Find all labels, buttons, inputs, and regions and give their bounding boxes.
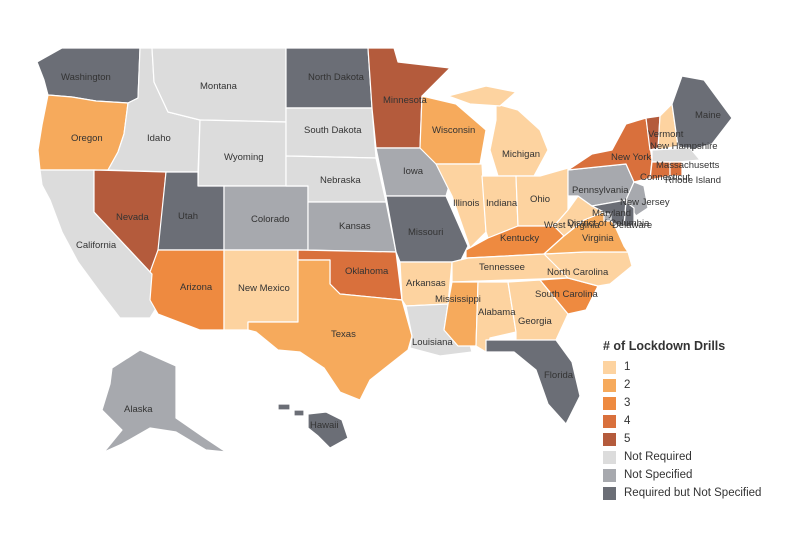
state-hawaii[interactable] [307,411,349,449]
label-mississippi: Mississippi [435,294,481,305]
label-louisiana: Louisiana [412,337,453,348]
label-tennessee: Tennessee [479,262,525,273]
state-district-of-columbia[interactable] [603,213,612,222]
label-maine: Maine [695,110,721,121]
legend-label-2: 2 [624,379,631,391]
legend-item-required-not-specified[interactable]: Required but Not Specified [603,484,793,502]
label-arizona: Arizona [180,282,213,293]
legend-label-5: 5 [624,433,631,445]
state-maine[interactable] [671,75,733,151]
label-kentucky: Kentucky [500,233,539,244]
label-nevada: Nevada [116,212,149,223]
label-arkansas: Arkansas [406,278,446,289]
legend-swatch-2 [603,378,616,392]
legend-items: 1 2 3 4 5 Not Required Not Specified Re [603,358,793,502]
label-illinois: Illinois [453,198,480,209]
legend-label-4: 4 [624,415,631,427]
legend-item-not-specified[interactable]: Not Specified [603,466,793,484]
label-north-dakota: North Dakota [308,72,365,83]
label-delaware: Delaware [612,220,652,231]
label-alaska: Alaska [124,404,153,415]
label-virginia: Virginia [582,233,614,244]
label-hawaii: Hawaii [310,420,339,431]
label-oklahoma: Oklahoma [345,266,389,277]
label-nebraska: Nebraska [320,175,361,186]
state-hawaii-islands[interactable] [277,403,305,417]
label-oregon: Oregon [71,133,103,144]
label-pennsylvania: Pennsylvania [572,185,629,196]
label-maryland: Maryland [592,208,631,219]
label-florida: Florida [544,370,574,381]
label-montana: Montana [200,81,238,92]
state-florida[interactable] [485,339,581,425]
label-georgia: Georgia [518,316,553,327]
label-new-york: New York [611,152,651,163]
state-michigan-up[interactable] [447,85,517,107]
legend-label-3: 3 [624,397,631,409]
state-texas[interactable] [247,259,413,401]
label-michigan: Michigan [502,149,540,160]
label-north-carolina: North Carolina [547,267,609,278]
legend-title: # of Lockdown Drills [603,339,726,353]
legend-item-3[interactable]: 3 [603,394,793,412]
label-texas: Texas [331,329,356,340]
legend-swatch-not-required [603,450,616,464]
state-south-carolina[interactable] [539,277,599,315]
label-iowa: Iowa [403,166,424,177]
label-indiana: Indiana [486,198,518,209]
label-ohio: Ohio [530,194,550,205]
label-south-carolina: South Carolina [535,289,599,300]
legend-item-not-required[interactable]: Not Required [603,448,793,466]
label-california: California [76,240,117,251]
legend-swatch-required-not-specified [603,486,616,500]
label-kansas: Kansas [339,221,371,232]
legend-label-not-required: Not Required [624,451,692,463]
label-rhode-island: Rhode Island [665,175,721,186]
legend-item-2[interactable]: 2 [603,376,793,394]
label-vermont: Vermont [648,129,684,140]
label-minnesota: Minnesota [383,95,428,106]
label-wyoming: Wyoming [224,152,264,163]
label-colorado: Colorado [251,214,290,225]
legend-swatch-3 [603,396,616,410]
label-new-mexico: New Mexico [238,283,290,294]
state-maryland[interactable] [591,199,627,227]
legend-swatch-not-specified [603,468,616,482]
label-west-virginia: West Virginia [544,220,600,231]
label-district-of-columbia: District of Columbia [567,218,650,229]
label-wisconsin: Wisconsin [432,125,475,136]
legend-label-not-specified: Not Specified [624,469,693,481]
legend-swatch-1 [603,360,616,374]
legend-swatch-4 [603,414,616,428]
label-massachusetts: Massachusetts [656,160,720,171]
state-michigan[interactable] [489,103,549,177]
label-washington: Washington [61,72,111,83]
legend: # of Lockdown Drills 1 2 3 4 5 Not Requi… [603,339,793,502]
legend-item-5[interactable]: 5 [603,430,793,448]
legend-item-1[interactable]: 1 [603,358,793,376]
legend-label-1: 1 [624,361,631,373]
state-rhode-island[interactable] [669,161,683,177]
label-connecticut: Connecticut [640,172,691,183]
state-illinois[interactable] [435,163,487,249]
label-alabama: Alabama [478,307,516,318]
legend-item-4[interactable]: 4 [603,412,793,430]
state-alaska[interactable] [101,349,227,453]
label-new-hampshire: New Hampshire [650,141,718,152]
label-new-jersey: New Jersey [620,197,670,208]
label-missouri: Missouri [408,227,443,238]
state-massachusetts[interactable] [651,147,701,163]
legend-swatch-5 [603,432,616,446]
label-utah: Utah [178,211,198,222]
label-idaho: Idaho [147,133,171,144]
label-south-dakota: South Dakota [304,125,362,136]
legend-label-required-not-specified: Required but Not Specified [624,487,762,499]
